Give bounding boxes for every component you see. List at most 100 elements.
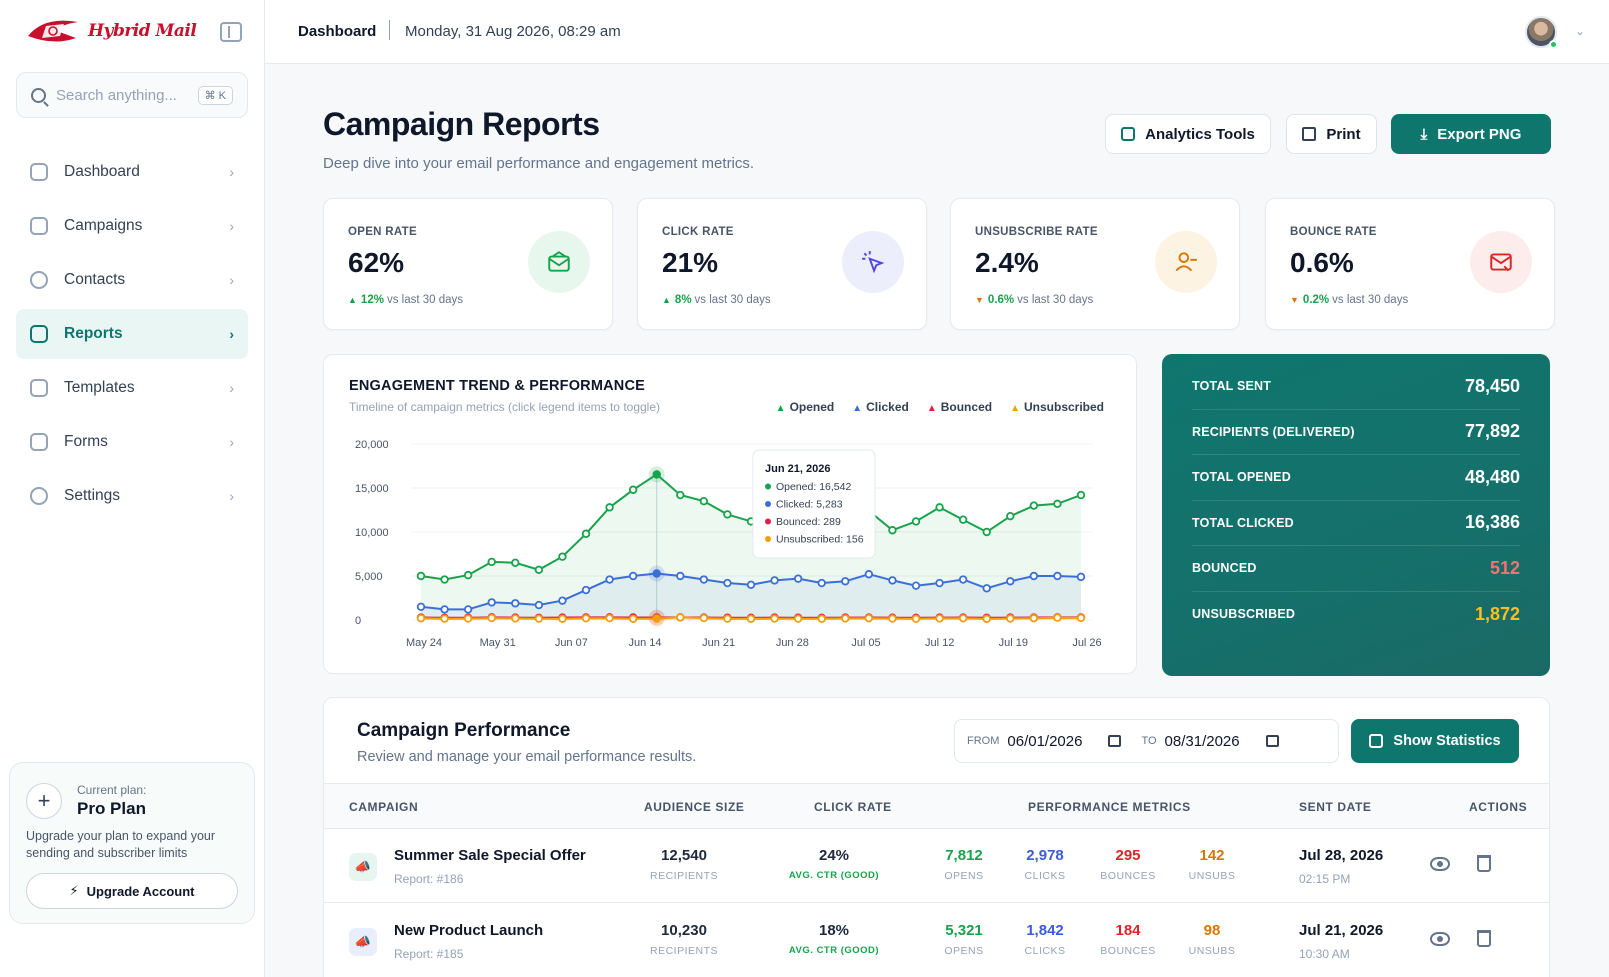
search-input[interactable]: Search anything...: [56, 86, 177, 104]
x-tick-label: May 24: [406, 637, 442, 649]
legend-item-opened[interactable]: ▲ Opened: [775, 400, 835, 414]
sidebar-item-dashboard[interactable]: Dashboard ›: [16, 147, 248, 197]
sidebar-toggle-icon[interactable]: [220, 22, 242, 42]
plan-caption: Current plan:: [77, 783, 147, 797]
download-icon: ⤓: [1420, 125, 1428, 143]
calendar-icon[interactable]: [1108, 735, 1122, 747]
delete-icon[interactable]: [1477, 855, 1491, 872]
sidebar-item-forms[interactable]: Forms ›: [16, 417, 248, 467]
breadcrumb[interactable]: Dashboard: [298, 23, 377, 40]
view-icon[interactable]: [1430, 857, 1450, 871]
analytics-tools-button[interactable]: Analytics Tools: [1105, 114, 1271, 154]
column-header[interactable]: CAMPAIGN: [349, 800, 419, 814]
data-point: [605, 503, 614, 512]
table-row[interactable]: 📣 New Product Launch Report: #185 10,230…: [324, 904, 1549, 977]
sent-time: 02:15 PM: [1299, 872, 1351, 886]
legend-item-bounced[interactable]: ▲ Bounced: [926, 400, 993, 414]
x-tick-label: May 31: [480, 637, 516, 649]
campaign-name[interactable]: Summer Sale Special Offer: [394, 847, 586, 864]
data-point: [416, 602, 426, 611]
sidebar-item-label: Contacts: [64, 271, 126, 288]
column-header[interactable]: PERFORMANCE METRICS: [1028, 800, 1191, 814]
table-row[interactable]: 📣 Summer Sale Special Offer Report: #186…: [324, 829, 1549, 903]
column-header[interactable]: SENT DATE: [1299, 800, 1372, 814]
stat-trend: ▼ 0.2% vs last 30 days: [1290, 294, 1408, 306]
from-label: FROM: [967, 735, 1000, 747]
data-point: [911, 614, 921, 623]
show-statistics-button[interactable]: Show Statistics: [1351, 719, 1519, 763]
sent-date: Jul 21, 2026: [1299, 922, 1384, 939]
opens-label: OPENS: [944, 870, 984, 882]
delete-icon[interactable]: [1477, 930, 1491, 947]
print-button[interactable]: Print: [1286, 114, 1377, 154]
trend-percent: 8%: [674, 294, 692, 306]
form-icon: [30, 433, 48, 451]
sidebar-item-contacts[interactable]: Contacts ›: [16, 255, 248, 305]
stat-trend: ▼ 0.6% vs last 30 days: [975, 294, 1093, 306]
engagement-line-chart[interactable]: 20,000 15,000 10,000 5,000 0 May 24 May 31 Jun …: [324, 355, 1138, 675]
clicks-label: CLICKS: [1024, 945, 1066, 957]
chart-title: ENGAGEMENT TREND & PERFORMANCE: [349, 378, 646, 394]
column-header[interactable]: CLICK RATE: [814, 800, 892, 814]
series-area-clicked: [421, 573, 1081, 620]
data-point: [1053, 571, 1062, 581]
x-tick-label: Jul 19: [999, 637, 1028, 649]
trend-suffix: vs last 30 days: [1017, 294, 1094, 306]
data-point: [793, 614, 803, 623]
search-box[interactable]: Search anything... ⌘ K: [16, 72, 248, 118]
y-tick-label: 15,000: [355, 483, 389, 495]
data-point: [628, 485, 638, 494]
data-point: [817, 614, 826, 623]
sidebar-item-campaigns[interactable]: Campaigns ›: [16, 201, 248, 251]
total-value: 16,386: [1464, 512, 1520, 533]
sidebar-item-label: Reports: [64, 325, 123, 342]
highlight-point: [652, 470, 661, 479]
audience-value: 12,540: [661, 847, 707, 864]
chart-legend: ▲ Opened ▲ Clicked ▲ Bounced ▲ Unsubscribed: [776, 400, 1104, 414]
data-point: [1076, 572, 1086, 582]
tooltip-line: Unsubscribed: 156: [776, 534, 864, 546]
stat-card-click-rate: CLICK RATE 21% ▲ 8% vs last 30 days: [637, 198, 927, 330]
stat-card-open-rate: OPEN RATE 62% ▲ 12% vs last 30 days: [323, 198, 613, 330]
total-label: TOTAL CLICKED: [1192, 515, 1294, 530]
from-date-input[interactable]: 06/01/2026: [1007, 732, 1083, 750]
stat-label: BOUNCE RATE: [1290, 226, 1377, 238]
campaign-name[interactable]: New Product Launch: [394, 922, 544, 939]
logo[interactable]: Hybrid Mail: [24, 16, 197, 46]
unsubs-value: 98: [1203, 922, 1221, 939]
date-range-picker: FROM 06/01/2026 TO 08/31/2026: [954, 719, 1339, 763]
data-point: [487, 598, 496, 607]
chevron-right-icon: ›: [229, 488, 234, 504]
data-point: [676, 571, 685, 581]
audience-cell: 12,540 RECIPIENTS: [634, 847, 734, 882]
export-png-button[interactable]: ⤓ Export PNG: [1391, 114, 1551, 154]
data-point: [463, 614, 473, 623]
data-point: [558, 552, 567, 561]
sidebar-item-templates[interactable]: Templates ›: [16, 363, 248, 413]
sidebar-item-reports[interactable]: Reports ›: [16, 309, 248, 359]
top-bar: Dashboard Monday, 31 Aug 2026, 08:29 am …: [265, 0, 1609, 64]
data-point: [676, 613, 685, 622]
chevron-down-icon[interactable]: ⌄: [1574, 24, 1585, 38]
view-icon[interactable]: [1430, 932, 1450, 946]
stat-card-bounce-rate: BOUNCE RATE 0.6% ▼ 0.2% vs last 30 days: [1265, 198, 1555, 330]
data-point: [628, 614, 638, 623]
opens-value: 5,321: [945, 922, 983, 939]
opens-cell: 7,812 OPENS: [936, 847, 992, 882]
data-point: [1006, 511, 1015, 521]
legend-item-unsubscribed[interactable]: ▲ Unsubscribed: [1010, 400, 1104, 414]
data-point: [746, 614, 756, 623]
clicks-label: CLICKS: [1024, 870, 1066, 882]
engagement-chart-card: 20,000 15,000 10,000 5,000 0 May 24 May 31 Jun …: [323, 354, 1137, 674]
column-header[interactable]: AUDIENCE SIZE: [644, 800, 745, 814]
legend-item-clicked[interactable]: ▲ Clicked: [852, 400, 909, 414]
calendar-icon[interactable]: [1265, 735, 1279, 747]
data-point: [864, 570, 874, 579]
sidebar-item-settings[interactable]: Settings ›: [16, 471, 248, 521]
to-date-input[interactable]: 08/31/2026: [1164, 732, 1240, 750]
data-point: [841, 614, 850, 623]
upgrade-account-button[interactable]: ⚡ Upgrade Account: [26, 873, 238, 909]
tooltip-line: Clicked: 5,283: [776, 499, 843, 511]
plus-icon[interactable]: +: [26, 783, 62, 819]
legend-label: Bounced: [940, 400, 993, 414]
